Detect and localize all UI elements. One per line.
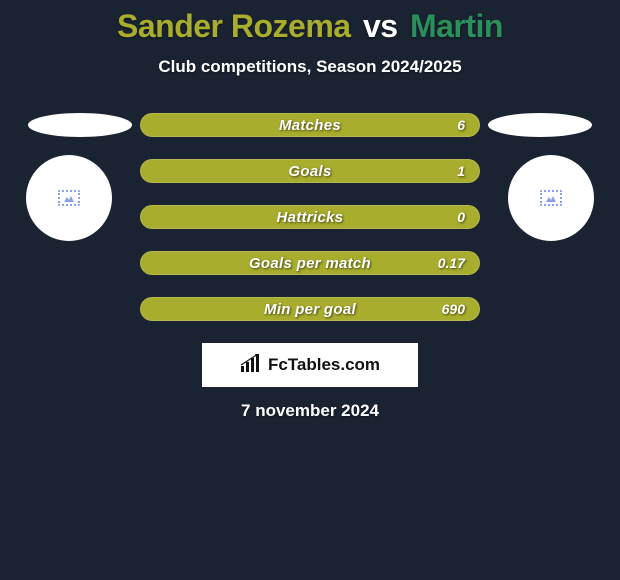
stat-bar: Hattricks 0 xyxy=(140,205,480,229)
stat-value: 690 xyxy=(442,301,465,317)
left-slot xyxy=(20,205,140,229)
vs-text: vs xyxy=(363,8,398,44)
stat-label: Hattricks xyxy=(277,209,344,226)
comparison-table: Matches 6 Goals 1 Hattricks 0 Goals per match 0… xyxy=(0,113,620,321)
right-slot xyxy=(480,113,600,137)
left-slot xyxy=(20,159,140,183)
bars-ascending-icon xyxy=(240,354,262,377)
stat-value: 0 xyxy=(457,209,465,225)
comparison-infographic: Sander Rozema vs Martin Club competition… xyxy=(0,0,620,421)
right-slot xyxy=(480,205,600,229)
stat-bar: Goals per match 0.17 xyxy=(140,251,480,275)
right-slot xyxy=(480,297,600,321)
stat-value: 0.17 xyxy=(438,255,465,271)
stat-row: Goals 1 xyxy=(10,159,610,183)
stat-row: Hattricks 0 xyxy=(10,205,610,229)
stat-label: Goals per match xyxy=(249,255,371,272)
brand-badge: FcTables.com xyxy=(202,343,418,387)
stat-row: Goals per match 0.17 xyxy=(10,251,610,275)
left-slot xyxy=(20,251,140,275)
image-placeholder-icon xyxy=(540,190,562,206)
stat-label: Min per goal xyxy=(264,301,356,318)
stat-bar: Matches 6 xyxy=(140,113,480,137)
right-slot xyxy=(480,159,600,183)
subtitle: Club competitions, Season 2024/2025 xyxy=(0,57,620,77)
page-title: Sander Rozema vs Martin xyxy=(0,8,620,45)
stat-label: Matches xyxy=(279,117,341,134)
stat-label: Goals xyxy=(288,163,331,180)
right-slot xyxy=(480,251,600,275)
stat-bar: Min per goal 690 xyxy=(140,297,480,321)
stat-value: 6 xyxy=(457,117,465,133)
left-slot xyxy=(20,297,140,321)
player1-name: Sander Rozema xyxy=(117,8,351,44)
player1-marker-ellipse xyxy=(28,113,132,137)
stat-row: Matches 6 xyxy=(10,113,610,137)
image-placeholder-icon xyxy=(58,190,80,206)
footer-date: 7 november 2024 xyxy=(0,401,620,421)
stat-bar: Goals 1 xyxy=(140,159,480,183)
stat-row: Min per goal 690 xyxy=(10,297,610,321)
player2-name: Martin xyxy=(410,8,503,44)
brand-text: FcTables.com xyxy=(268,355,380,375)
left-slot xyxy=(20,113,140,137)
stat-value: 1 xyxy=(457,163,465,179)
player2-marker-ellipse xyxy=(488,113,592,137)
